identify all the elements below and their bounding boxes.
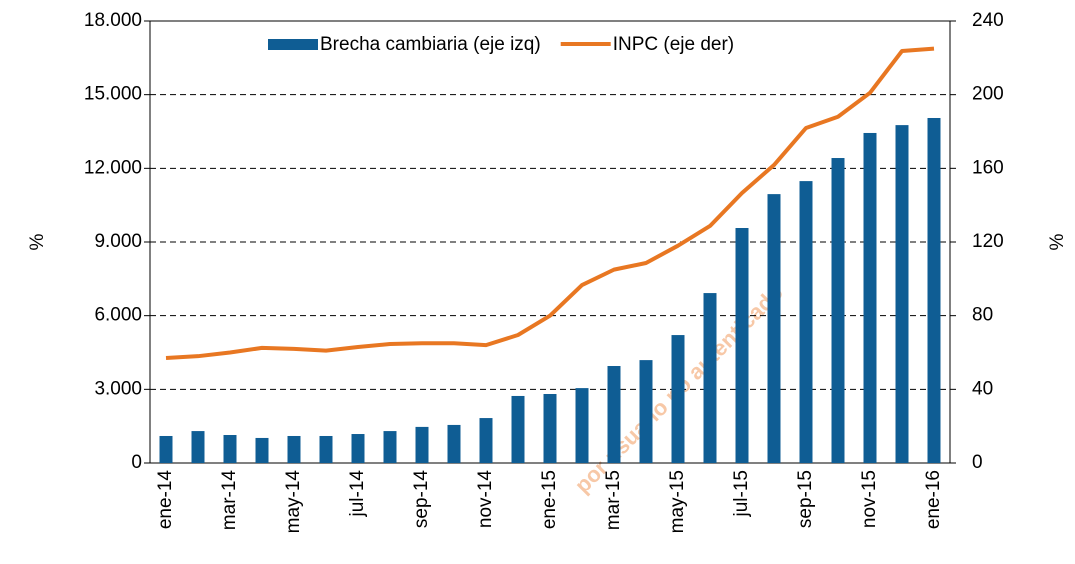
x-tick-label: may-15 xyxy=(667,470,688,533)
x-tick-label: sep-14 xyxy=(411,470,432,529)
bar xyxy=(543,393,557,463)
x-tick-label: ene-16 xyxy=(923,470,944,529)
y2-tick-label: 40 xyxy=(972,378,993,399)
bar xyxy=(703,293,717,463)
x-tick-label: jul-14 xyxy=(347,470,368,518)
y-tick-label: 18.000 xyxy=(84,10,142,31)
bar xyxy=(479,418,493,463)
bar xyxy=(351,434,365,463)
y-tick-label: 0 xyxy=(131,452,142,473)
bar xyxy=(383,431,397,463)
bar xyxy=(191,431,205,463)
bar xyxy=(287,435,301,463)
y-tick-label: 12.000 xyxy=(84,157,142,178)
y-axis-label: % xyxy=(27,233,48,250)
legend-label: INPC (eje der) xyxy=(613,34,734,55)
y-tick-label: 6.000 xyxy=(94,305,142,326)
legend-swatch xyxy=(268,39,318,50)
x-tick-label: jul-15 xyxy=(731,470,752,517)
y2-tick-label: 120 xyxy=(972,231,1004,252)
x-tick-label: ene-14 xyxy=(155,470,176,530)
x-tick-label: nov-15 xyxy=(859,470,880,528)
bar xyxy=(831,158,845,463)
bar xyxy=(863,132,877,463)
bar xyxy=(927,117,941,463)
x-tick-label: may-14 xyxy=(283,470,304,534)
bar xyxy=(319,435,333,463)
y2-tick-label: 80 xyxy=(972,305,993,326)
bar xyxy=(799,181,813,463)
x-tick-label: ene-15 xyxy=(539,470,560,529)
bar xyxy=(607,366,621,463)
bar xyxy=(511,395,525,463)
y2-tick-label: 200 xyxy=(972,84,1004,105)
x-tick-label: nov-14 xyxy=(475,470,496,529)
y-tick-label: 15.000 xyxy=(84,84,142,105)
bar xyxy=(575,388,589,463)
bar xyxy=(735,228,749,463)
line xyxy=(165,46,935,361)
bar xyxy=(415,426,429,463)
bar xyxy=(159,435,173,463)
y2-axis-label: % xyxy=(1047,233,1068,250)
bar xyxy=(767,194,781,463)
bar xyxy=(223,435,237,463)
y-tick-label: 9.000 xyxy=(94,231,142,252)
bar xyxy=(447,424,461,463)
bar xyxy=(895,125,909,464)
bar xyxy=(639,360,653,463)
x-tick-label: mar-15 xyxy=(603,470,624,530)
bar xyxy=(671,335,685,463)
y2-tick-label: 160 xyxy=(972,157,1004,178)
x-tick-label: mar-14 xyxy=(219,470,240,531)
bar xyxy=(255,437,269,463)
y2-tick-label: 0 xyxy=(972,452,983,473)
x-tick-label: sep-15 xyxy=(795,470,816,528)
y2-tick-label: 240 xyxy=(972,10,1004,31)
legend-label: Brecha cambiaria (eje izq) xyxy=(320,34,541,55)
y-tick-label: 3.000 xyxy=(94,378,142,399)
